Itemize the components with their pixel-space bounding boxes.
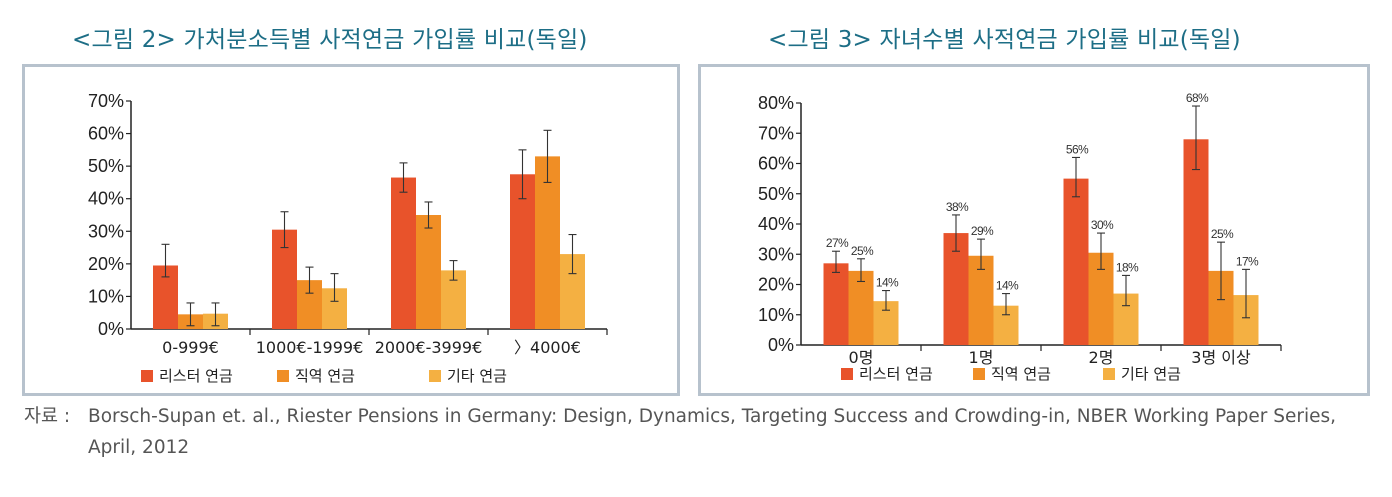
legend-swatch-2: [1103, 368, 1115, 380]
y-tick-label: 50%: [88, 156, 124, 176]
legend-label: 기타 연금: [447, 367, 507, 385]
bar-1-3: [535, 156, 560, 329]
y-tick-label: 80%: [758, 93, 794, 113]
x-category-label: 1명: [969, 348, 994, 367]
bar-0-2: [1063, 178, 1089, 345]
data-label: 25%: [1211, 227, 1234, 241]
figure-3-chart: 0%10%20%30%40%50%60%70%80%27%25%14%0명38%…: [758, 91, 1282, 383]
bar-1-2: [416, 215, 441, 329]
y-tick-label: 30%: [758, 244, 794, 264]
data-label: 27%: [826, 236, 849, 250]
source-citation: Borsch-Supan et. al., Riester Pensions i…: [88, 406, 1337, 458]
legend-label: 리스터 연금: [159, 367, 233, 385]
y-tick-label: 0%: [768, 335, 794, 355]
data-label: 38%: [946, 200, 969, 214]
y-tick-label: 60%: [758, 154, 794, 174]
y-tick-label: 40%: [758, 214, 794, 234]
y-tick-label: 70%: [88, 91, 124, 111]
bar-0-2: [391, 177, 416, 329]
y-tick-label: 30%: [88, 221, 124, 241]
x-category-label: 2명: [1089, 348, 1114, 367]
x-category-label: 1000€-1999€: [256, 338, 364, 357]
legend-swatch-2: [429, 370, 441, 382]
legend-swatch-1: [277, 370, 289, 382]
y-tick-label: 20%: [758, 275, 794, 295]
legend-swatch-1: [973, 368, 985, 380]
legend-label: 리스터 연금: [859, 365, 933, 383]
y-tick-label: 10%: [758, 305, 794, 325]
legend-swatch-0: [141, 370, 153, 382]
bar-0-3: [1183, 139, 1209, 345]
bar-1-1: [968, 255, 994, 345]
data-label: 14%: [876, 276, 899, 290]
legend-label: 직역 연금: [991, 365, 1051, 383]
figure-2-panel: 0% 10% 20% 30% 40% 50% 60% 70% 0-999€ 1000€-1999€…: [22, 64, 680, 396]
y-tick-label: 70%: [758, 123, 794, 143]
legend-label: 기타 연금: [1121, 365, 1181, 383]
y-tick-label: 10%: [88, 286, 124, 306]
x-category-label: 2000€-3999€: [375, 338, 483, 357]
source-label: 자료 :: [24, 406, 71, 427]
data-label: 68%: [1186, 91, 1209, 105]
bar-0-3: [510, 174, 535, 329]
y-tick-label: 40%: [88, 189, 124, 209]
data-label: 25%: [851, 244, 874, 258]
figure-3-panel: 0% 10% 20% 30% 40% 50% 60% 70% 80% 27% 25% 14% 0명 38%…: [698, 64, 1370, 396]
data-label: 30%: [1091, 218, 1114, 232]
bar-1-0: [848, 270, 874, 345]
legend-swatch-0: [841, 368, 853, 380]
y-tick-label: 20%: [88, 254, 124, 274]
figure-3-title: <그림 3> 자녀수별 사적연금 가입률 비교(독일): [768, 27, 1241, 53]
x-category-label: 〉4000€: [514, 338, 581, 357]
x-category-label: 0-999€: [162, 338, 219, 357]
y-tick-label: 60%: [88, 124, 124, 144]
data-label: 29%: [971, 224, 994, 238]
figure-2-chart: 0% 10% 20% 30% 40% 50% 60% 70% 0-999€ 1000€-1999€…: [88, 91, 608, 385]
bar-0-0: [823, 263, 849, 345]
data-label: 17%: [1236, 254, 1259, 268]
data-label: 18%: [1116, 260, 1139, 274]
y-tick-label: 0%: [98, 319, 124, 339]
legend-label: 직역 연금: [295, 367, 355, 385]
data-label: 56%: [1066, 142, 1089, 156]
y-tick-label: 50%: [758, 184, 794, 204]
data-label: 14%: [996, 279, 1019, 293]
x-category-label: 0명: [849, 348, 874, 367]
x-category-label: 3명 이상: [1191, 348, 1251, 367]
figure-2-title: <그림 2> 가처분소득별 사적연금 가입률 비교(독일): [72, 27, 588, 53]
